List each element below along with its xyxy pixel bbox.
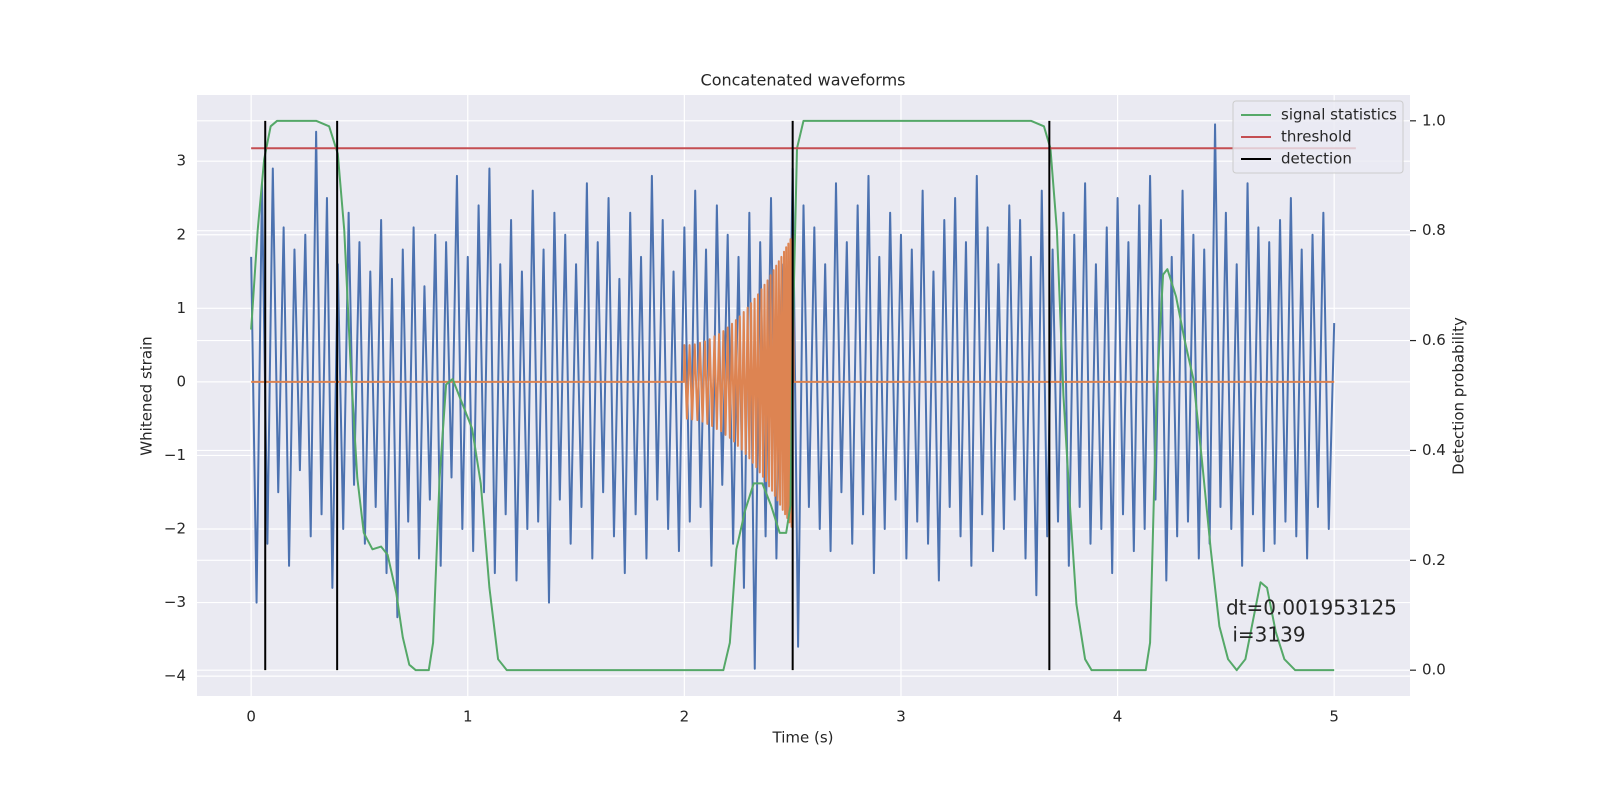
- x-tick-label: 0: [246, 708, 256, 726]
- y2-tick-label: 1.0: [1422, 111, 1446, 129]
- series-line: [251, 233, 1335, 528]
- y2-tick-label: 0.4: [1422, 441, 1446, 459]
- legend-box: [1232, 100, 1404, 174]
- marks: [250, 119, 1356, 672]
- x-tick-label: 5: [1329, 708, 1339, 726]
- y-tick-label: 1: [176, 299, 186, 317]
- y-tick-label: 0: [176, 372, 186, 390]
- x-tick-label: 3: [896, 708, 906, 726]
- y-axis-label: Whitened strain: [138, 336, 156, 455]
- legend-label: signal statistics: [1281, 106, 1397, 124]
- y2-tick-label: 0.2: [1422, 551, 1446, 569]
- annotation-line: dt=0.001953125: [1226, 596, 1397, 620]
- legend-label: threshold: [1281, 128, 1352, 146]
- legend: signal statistics threshold detection: [1232, 100, 1404, 174]
- labels: Concatenated waveforms Time (s) Whitened…: [138, 71, 1468, 747]
- y2-tick-label: 0.0: [1422, 661, 1446, 679]
- x-axis-label: Time (s): [772, 729, 834, 747]
- y-tick-label: −3: [164, 593, 186, 611]
- chart-title: Concatenated waveforms: [701, 71, 906, 90]
- y2-axis-label: Detection probability: [1450, 317, 1468, 475]
- x-tick-label: 1: [463, 708, 473, 726]
- x-tick-label: 4: [1113, 708, 1123, 726]
- y2-tick-label: 0.6: [1422, 331, 1446, 349]
- y2-tick-label: 0.8: [1422, 221, 1446, 239]
- y-tick-label: 2: [176, 225, 186, 243]
- x-tick-label: 2: [680, 708, 690, 726]
- legend-label: detection: [1281, 150, 1352, 168]
- y-tick-label: −1: [164, 446, 186, 464]
- y-tick-label: −4: [164, 667, 186, 685]
- y-tick-label: 3: [176, 152, 186, 170]
- series-line: [250, 119, 1335, 672]
- y-tick-label: −2: [164, 520, 186, 538]
- annotation-line: i=3139: [1226, 623, 1306, 647]
